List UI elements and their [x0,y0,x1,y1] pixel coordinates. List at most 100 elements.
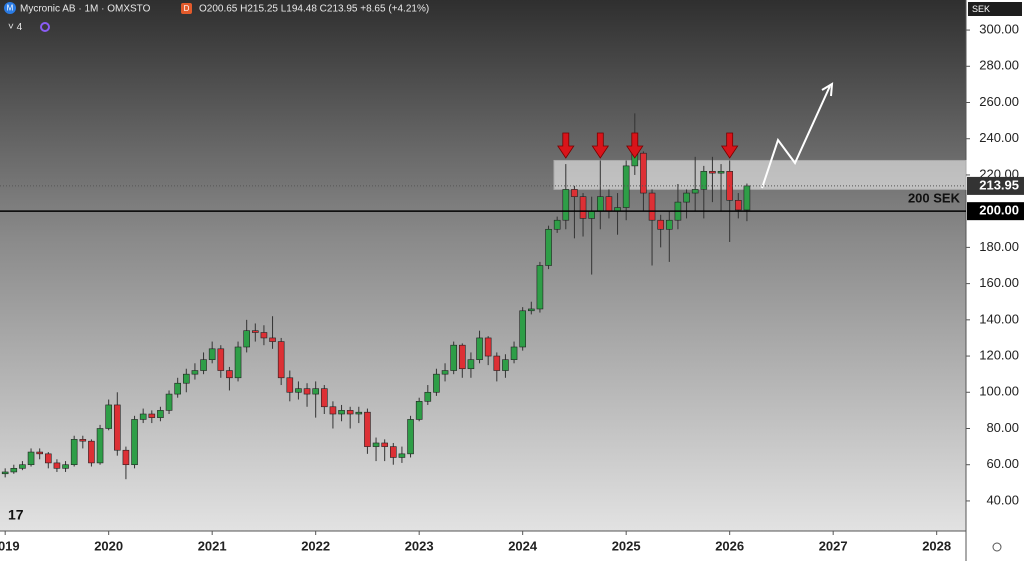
candle-body [252,330,259,333]
candle-body [105,404,112,429]
support-price-label: 200.00 [979,203,1019,218]
candle-body [260,332,268,339]
badge [181,3,192,14]
candle-body [320,388,328,408]
y-tick-label: 300.00 [979,22,1019,37]
candle-body [36,451,43,455]
candle-body [717,171,725,174]
candle-body [665,219,673,230]
candle-body [545,228,552,266]
candle-body [96,428,104,464]
y-tick-label: 100.00 [979,384,1019,399]
candle-body [269,337,276,342]
candle-body [433,373,440,393]
candle-body [683,192,690,203]
candle-body [157,410,164,418]
candle-body [571,189,578,197]
badge-text: D [184,4,190,13]
candle-body [502,359,509,371]
y-tick-label: 80.00 [986,420,1019,435]
support-label: 200 SEK [908,191,961,206]
last-price-tag [967,176,1024,195]
x-tick-label: 2024 [508,538,538,553]
candle-body [407,419,414,455]
symbol: Mycronic AB · 1M · OMXSTO [20,4,151,15]
candle-body [79,439,87,442]
candle-body [329,406,337,415]
touch-arrow [591,132,610,159]
candle-body [312,388,319,395]
candle-body [648,192,656,221]
candle-body [338,410,345,415]
candle-body [122,449,130,466]
y-tick-label: 240.00 [979,130,1019,145]
candle-body [536,265,544,310]
candle-body [174,382,181,395]
candle-body [510,346,518,360]
candle-body [622,165,630,208]
x-tick-label: 2020 [94,538,123,553]
support-price-tag [967,202,1024,221]
ohlc: O200.65 H215.25 L194.48 C213.95 +8.65 (+… [199,4,429,15]
candle-body [700,171,708,190]
last-price-label: 213.95 [979,177,1019,192]
indicator-count: ˅ 4 [8,22,23,33]
candle-body [734,200,742,211]
candle-body [19,464,26,469]
y-tick-label: 120.00 [979,347,1019,362]
candle-body [139,413,147,420]
x-tick-label: 2021 [198,538,227,553]
candle-body [208,348,216,360]
candle-body [355,411,363,415]
x-tick-label: 2025 [612,538,641,553]
candle-body [70,439,78,466]
touch-arrow [626,132,644,159]
candle-body [579,196,587,219]
candle-body [277,341,285,379]
candle-body [243,330,250,348]
candle-body [605,196,613,212]
candle-body [148,413,156,418]
candle-body [743,185,751,211]
candle-body [1,471,9,475]
currency: SEK [972,4,990,14]
candle-body [657,219,664,230]
projection-arrow [761,85,831,189]
candle-body [286,377,294,393]
candle-body [450,344,457,371]
projection-arrowhead [821,82,834,97]
logo [4,2,16,14]
x-tick-label: 2027 [819,538,848,553]
candle-body [381,442,388,447]
candle-body [10,468,18,473]
indicator-icon[interactable] [40,22,50,32]
candle-body [493,355,501,371]
candle-body [415,401,423,420]
y-tick-label: 140.00 [979,311,1019,326]
x-tick-label: 2026 [715,538,744,553]
candle-body [217,348,225,371]
y-tick-label: 60.00 [986,456,1019,471]
y-tick-label: 260.00 [979,94,1019,109]
candle-body [226,370,233,379]
time-axis [0,531,966,561]
x-tick-label: 2028 [922,538,951,553]
candle-body [424,391,432,402]
candle-body [691,189,699,194]
candle-body [709,171,716,174]
candle-body [234,346,242,379]
tv-logo: 17 [8,507,24,523]
x-tick-label: 2019 [0,538,20,553]
candle-body [44,453,52,464]
price-axis [966,0,1024,561]
candle-body [131,419,138,466]
currency-box[interactable] [968,2,1022,16]
candle-body [165,393,173,411]
settings-icon[interactable] [992,542,1002,552]
candle-body [467,359,475,370]
candle-body [398,453,406,458]
candle-body [441,370,449,375]
candle-body [458,344,466,370]
candle-body [562,189,570,221]
